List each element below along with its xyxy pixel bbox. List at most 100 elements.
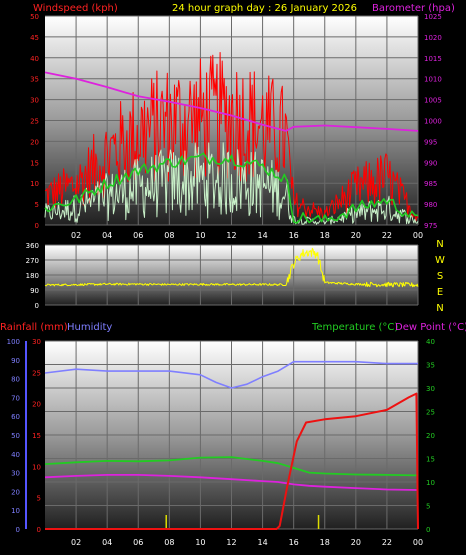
direction-panel-marks — [44, 247, 419, 288]
rainfall-tick-label: 10 — [32, 463, 41, 471]
rainfall-tick-label: 20 — [32, 401, 41, 409]
x-tick-label: 04 — [102, 538, 112, 547]
temperature-tick-label: 35 — [426, 362, 435, 370]
x-tick-label: 16 — [289, 538, 299, 547]
x-tick-label: 02 — [71, 231, 81, 240]
compass-letter: W — [435, 255, 445, 266]
temperature-axis-labels: 0 5 10 15 20 25 30 35 40 — [426, 338, 435, 534]
x-tick-label: 00 — [413, 538, 423, 547]
barometer-tick-label: 1010 — [424, 76, 442, 84]
x-tick-label: 12 — [226, 231, 236, 240]
windspeed-tick-label: 5 — [35, 201, 39, 209]
compass-letter: S — [437, 271, 443, 282]
direction-tick-label: 0 — [35, 302, 39, 310]
rainfall-tick-label: 5 — [37, 495, 41, 503]
wind-gust-trace — [44, 52, 419, 222]
humidity-axis-labels: 0 10 20 30 40 50 60 70 80 90 100 — [7, 338, 20, 534]
humidity-tick-label: 90 — [11, 357, 20, 365]
temperature-line — [44, 456, 419, 477]
humidity-tick-label: 100 — [7, 338, 20, 346]
humidity-label: Humidity — [67, 322, 112, 333]
temperature-label: Temperature (°C) — [311, 322, 398, 333]
x-tick-label: 08 — [164, 538, 174, 547]
x-tick-label: 02 — [71, 538, 81, 547]
humidity-tick-label: 60 — [11, 413, 20, 421]
x-tick-label: 22 — [382, 231, 392, 240]
rainfall-tick-label: 15 — [32, 432, 41, 440]
temperature-tick-label: 40 — [426, 338, 435, 346]
x-tick-label: 20 — [351, 231, 361, 240]
humidity-tick-label: 80 — [11, 376, 20, 384]
barometer-tick-label: 1020 — [424, 34, 442, 42]
wind-panel-marks — [44, 52, 419, 225]
wind-direction-line — [44, 247, 419, 288]
x-tick-label: 08 — [164, 231, 174, 240]
humidity-line — [44, 360, 418, 389]
direction-axis-labels: 0 90 180 270 360 — [26, 242, 39, 310]
barometer-label: Barometer (hpa) — [372, 3, 455, 14]
x-tick-label: 10 — [195, 538, 205, 547]
dewpoint-line — [44, 473, 419, 491]
x-tick-label: 00 — [413, 231, 423, 240]
barometer-tick-label: 990 — [424, 159, 437, 167]
direction-tick-label: 270 — [26, 257, 39, 265]
rht-panel-marks — [44, 360, 419, 530]
direction-tick-label: 180 — [26, 272, 39, 280]
x-tick-label: 18 — [320, 231, 330, 240]
x-tick-label: 12 — [226, 538, 236, 547]
windspeed-axis-labels: 0 5 10 15 20 25 30 35 40 45 50 — [30, 13, 39, 230]
barometer-tick-label: 995 — [424, 138, 437, 146]
humidity-tick-label: 40 — [11, 451, 20, 459]
windspeed-tick-label: 20 — [30, 138, 39, 146]
x-tick-label: 14 — [257, 231, 267, 240]
x-tick-label: 14 — [257, 538, 267, 547]
windspeed-tick-label: 40 — [30, 55, 39, 63]
wind-average-line — [44, 152, 419, 224]
wind-panel-x-labels: 02 04 06 08 10 12 14 16 18 20 22 00 — [71, 231, 423, 240]
x-tick-label: 06 — [133, 538, 143, 547]
barometer-axis-labels: 975 980 985 990 995 1000 1005 1010 1015 1020 1025 — [424, 13, 442, 230]
humidity-tick-label: 70 — [11, 394, 20, 402]
graph-title: 24 hour graph day : 26 January 2026 — [172, 3, 357, 14]
x-tick-label: 18 — [320, 538, 330, 547]
barometer-tick-label: 985 — [424, 180, 437, 188]
barometer-line — [44, 71, 419, 132]
temperature-tick-label: 25 — [426, 409, 435, 417]
temperature-tick-label: 20 — [426, 432, 435, 440]
x-tick-label: 06 — [133, 231, 143, 240]
windspeed-tick-label: 30 — [30, 97, 39, 105]
rainfall-label: Rainfall (mm) — [0, 322, 68, 333]
windspeed-tick-label: 0 — [35, 222, 39, 230]
x-tick-label: 04 — [102, 231, 112, 240]
compass-letter: N — [436, 239, 443, 250]
humidity-tick-label: 20 — [11, 488, 20, 496]
barometer-tick-label: 1005 — [424, 97, 442, 105]
x-tick-label: 16 — [289, 231, 299, 240]
windspeed-tick-label: 25 — [30, 118, 39, 126]
temperature-tick-label: 0 — [426, 526, 430, 534]
barometer-tick-label: 1000 — [424, 118, 442, 126]
windspeed-tick-label: 10 — [30, 180, 39, 188]
windspeed-tick-label: 50 — [30, 13, 39, 21]
rainfall-tick-label: 0 — [37, 526, 41, 534]
direction-tick-label: 90 — [30, 287, 39, 295]
x-tick-label: 10 — [195, 231, 205, 240]
windspeed-tick-label: 35 — [30, 76, 39, 84]
temperature-tick-label: 30 — [426, 385, 435, 393]
humidity-tick-label: 0 — [16, 526, 20, 534]
direction-tick-label: 360 — [26, 242, 39, 250]
rainfall-tick-label: 25 — [32, 369, 41, 377]
compass-letter: E — [437, 287, 443, 298]
rht-panel-x-labels: 02 04 06 08 10 12 14 16 18 20 22 00 — [71, 538, 423, 547]
rainfall-axis-labels: 0 5 10 15 20 25 30 — [32, 338, 41, 534]
barometer-tick-label: 975 — [424, 222, 437, 230]
humidity-tick-label: 50 — [11, 432, 20, 440]
barometer-tick-label: 1025 — [424, 13, 442, 21]
temperature-tick-label: 15 — [426, 456, 435, 464]
direction-panel-grid — [45, 244, 419, 306]
rainfall-line — [45, 392, 419, 530]
